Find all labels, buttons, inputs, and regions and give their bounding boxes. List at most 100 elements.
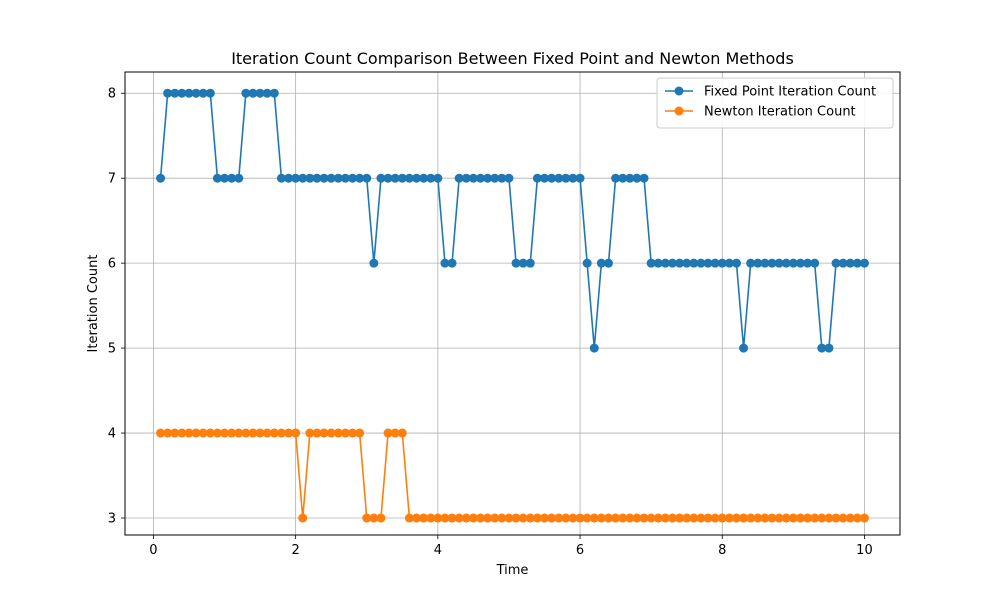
data-point-fixed-point <box>859 258 869 268</box>
data-point-newton <box>397 428 407 438</box>
data-point-newton <box>575 513 585 523</box>
data-point-newton <box>461 513 471 523</box>
data-point-newton <box>852 513 862 523</box>
data-point-newton <box>803 513 813 523</box>
data-point-newton <box>198 428 208 438</box>
data-point-newton <box>518 513 528 523</box>
data-point-fixed-point <box>291 173 301 183</box>
x-tick-label: 0 <box>149 543 157 558</box>
x-tick-label: 2 <box>292 543 300 558</box>
series-fixed-point <box>156 88 869 353</box>
data-point-newton <box>667 513 677 523</box>
data-point-newton <box>710 513 720 523</box>
data-point-fixed-point <box>369 258 379 268</box>
data-point-fixed-point <box>625 173 635 183</box>
data-point-newton <box>248 428 258 438</box>
data-point-newton <box>589 513 599 523</box>
y-tick-label: 5 <box>108 342 116 357</box>
data-point-newton <box>511 513 521 523</box>
data-point-fixed-point <box>305 173 315 183</box>
data-point-fixed-point <box>724 258 734 268</box>
data-point-newton <box>234 428 244 438</box>
data-point-fixed-point <box>447 258 457 268</box>
data-point-newton <box>177 428 187 438</box>
data-point-newton <box>497 513 507 523</box>
data-point-newton <box>817 513 827 523</box>
data-point-fixed-point <box>298 173 308 183</box>
data-point-newton <box>646 513 656 523</box>
data-point-fixed-point <box>660 258 670 268</box>
data-point-fixed-point <box>561 173 571 183</box>
data-point-newton <box>831 513 841 523</box>
data-point-fixed-point <box>525 258 535 268</box>
data-point-fixed-point <box>483 173 493 183</box>
data-point-newton <box>596 513 606 523</box>
legend-marker-fixed-point <box>674 86 684 96</box>
data-point-fixed-point <box>419 173 429 183</box>
data-point-newton <box>810 513 820 523</box>
chart-title: Iteration Count Comparison Between Fixed… <box>231 49 794 68</box>
data-point-fixed-point <box>476 173 485 183</box>
data-point-fixed-point <box>433 173 443 183</box>
data-point-fixed-point <box>348 173 358 183</box>
data-point-fixed-point <box>312 173 322 183</box>
data-point-fixed-point <box>788 258 798 268</box>
data-point-fixed-point <box>639 173 649 183</box>
y-axis-ticks: 3 4 5 6 7 8 <box>108 87 125 527</box>
data-point-fixed-point <box>262 88 272 98</box>
data-point-newton <box>582 513 592 523</box>
data-point-fixed-point <box>540 173 549 183</box>
data-point-newton <box>433 513 443 523</box>
data-point-newton <box>845 513 855 523</box>
plot-series <box>156 88 869 523</box>
data-point-fixed-point <box>803 258 813 268</box>
data-point-fixed-point <box>589 343 599 353</box>
data-point-newton <box>760 513 770 523</box>
data-point-newton <box>284 428 294 438</box>
data-point-fixed-point <box>717 258 727 268</box>
data-point-fixed-point <box>568 173 578 183</box>
data-point-newton <box>468 513 478 523</box>
data-point-fixed-point <box>845 258 855 268</box>
data-point-newton <box>412 513 422 523</box>
data-point-newton <box>689 513 699 523</box>
x-tick-label: 6 <box>576 543 584 558</box>
data-point-fixed-point <box>191 88 201 98</box>
data-point-newton <box>724 513 734 523</box>
data-point-fixed-point <box>575 173 585 183</box>
data-point-fixed-point <box>795 258 805 268</box>
data-point-newton <box>653 513 663 523</box>
data-point-fixed-point <box>220 173 230 183</box>
data-point-fixed-point <box>667 258 677 268</box>
data-point-newton <box>319 428 329 438</box>
data-point-fixed-point <box>227 173 237 183</box>
data-point-newton <box>298 513 308 523</box>
data-point-fixed-point <box>838 258 848 268</box>
data-point-fixed-point <box>198 88 208 98</box>
data-point-newton <box>454 513 464 523</box>
data-point-fixed-point <box>284 173 294 183</box>
data-point-fixed-point <box>753 258 763 268</box>
legend-label-fixed-point: Fixed Point Iteration Count <box>704 85 876 100</box>
legend-entry-fixed-point: Fixed Point Iteration Count <box>665 85 876 100</box>
data-point-fixed-point <box>504 173 514 183</box>
data-point-newton <box>561 513 571 523</box>
data-point-newton <box>156 428 166 438</box>
data-point-fixed-point <box>170 88 180 98</box>
data-point-fixed-point <box>163 88 173 98</box>
data-point-newton <box>383 428 393 438</box>
data-point-fixed-point <box>746 258 756 268</box>
data-point-newton <box>191 428 201 438</box>
data-point-fixed-point <box>355 173 365 183</box>
data-point-fixed-point <box>497 173 507 183</box>
data-point-newton <box>532 513 542 523</box>
data-point-newton <box>504 513 514 523</box>
data-point-newton <box>859 513 869 523</box>
data-point-newton <box>447 513 457 523</box>
data-point-newton <box>483 513 493 523</box>
data-point-newton <box>547 513 557 523</box>
x-tick-label: 10 <box>856 543 873 558</box>
data-point-fixed-point <box>696 258 706 268</box>
